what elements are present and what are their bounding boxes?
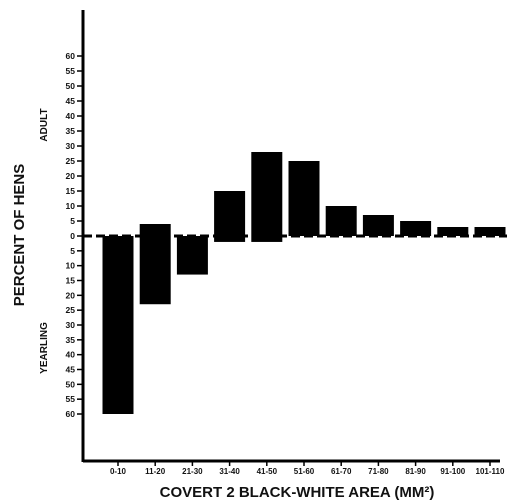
bar-yearling-31-40 — [214, 236, 246, 242]
x-category-label-51-60: 51-60 — [294, 467, 315, 476]
x-category-label-41-50: 41-50 — [257, 467, 278, 476]
y-tick-label-yearling-60: 60 — [66, 409, 76, 419]
x-axis-categories: 0-10 11-20 21-30 31-40 41-50 51-60 61-70 71-80 8… — [110, 461, 505, 476]
x-category-label-91-100: 91-100 — [440, 467, 465, 476]
y-tick-label-adult-40: 40 — [66, 111, 76, 121]
y-tick-label-yearling-40: 40 — [66, 350, 76, 360]
y-tick-label-adult-50: 50 — [66, 81, 76, 91]
bar-yearling-21-30 — [176, 236, 208, 275]
x-axis-title: COVERT 2 BLACK-WHITE AREA (MM²) — [160, 484, 435, 501]
y-tick-label-yearling-45: 45 — [66, 365, 76, 375]
x-category-label-101-110: 101-110 — [476, 467, 505, 476]
y-tick-label-adult-55: 55 — [66, 66, 76, 76]
y-tick-label-adult-25: 25 — [66, 156, 76, 166]
bar-yearling-11-20 — [139, 236, 171, 305]
y-tick-label-adult-20: 20 — [66, 171, 76, 181]
x-category-label-21-30: 21-30 — [182, 467, 203, 476]
y-axis-ticks: 6055504540353025201510505101520253035404… — [66, 51, 83, 419]
y-tick-label-yearling-15: 15 — [66, 276, 76, 286]
bar-yearling-41-50 — [251, 236, 283, 242]
y-tick-label-adult-10: 10 — [66, 201, 76, 211]
upper-group-label: ADULT — [39, 108, 50, 141]
x-category-label-81-90: 81-90 — [405, 467, 426, 476]
x-category-label-0-10: 0-10 — [110, 467, 127, 476]
y-tick-label-adult-15: 15 — [66, 186, 76, 196]
bar-yearling-0-10 — [102, 236, 134, 414]
y-tick-label-adult-60: 60 — [66, 51, 76, 61]
y-tick-label-adult-35: 35 — [66, 126, 76, 136]
x-category-label-71-80: 71-80 — [368, 467, 389, 476]
x-category-label-61-70: 61-70 — [331, 467, 352, 476]
bar-adult-31-40 — [214, 191, 246, 236]
bar-adult-101-110 — [474, 227, 506, 236]
y-tick-label-yearling-10: 10 — [66, 261, 76, 271]
bar-adult-51-60 — [288, 161, 320, 236]
x-category-label-31-40: 31-40 — [219, 467, 240, 476]
y-tick-label-yearling-30: 30 — [66, 320, 76, 330]
y-tick-label-yearling-50: 50 — [66, 379, 76, 389]
y-tick-label-yearling-55: 55 — [66, 394, 76, 404]
bar-adult-81-90 — [400, 221, 432, 236]
bars — [102, 152, 506, 414]
lower-group-label: YEARLING — [39, 322, 50, 374]
y-tick-label-yearling-25: 25 — [66, 305, 76, 315]
y-tick-label-yearling-5: 5 — [70, 246, 75, 256]
x-category-label-11-20: 11-20 — [145, 467, 166, 476]
y-axis-title: PERCENT OF HENS — [11, 164, 28, 307]
y-tick-label-adult-45: 45 — [66, 96, 76, 106]
bar-adult-61-70 — [325, 206, 357, 236]
y-tick-label-adult-5: 5 — [70, 216, 75, 226]
y-tick-label-yearling-35: 35 — [66, 335, 76, 345]
bar-adult-41-50 — [251, 152, 283, 236]
bar-adult-71-80 — [362, 215, 394, 236]
bar-adult-91-100 — [437, 227, 469, 236]
y-tick-label-yearling-20: 20 — [66, 290, 76, 300]
y-tick-label-adult-30: 30 — [66, 141, 76, 151]
y-tick-label-zero-0: 0 — [70, 231, 75, 241]
bar-adult-11-20 — [139, 224, 171, 236]
